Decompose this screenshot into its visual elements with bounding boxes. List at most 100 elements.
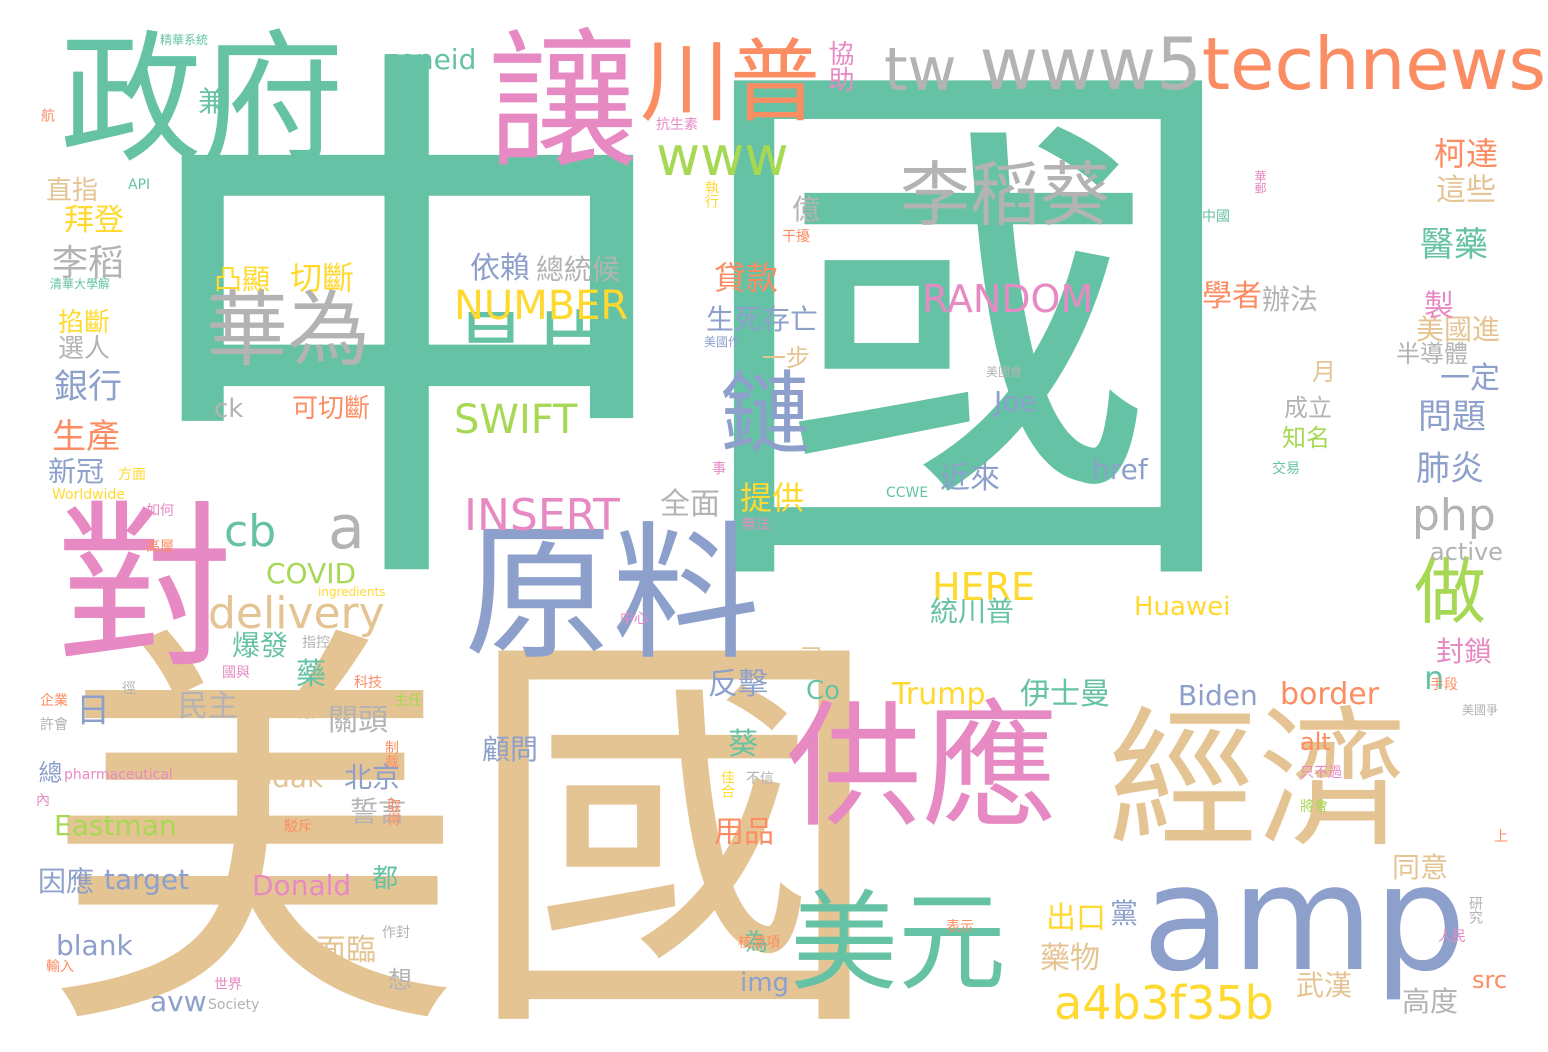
word-96: 半導體 bbox=[1396, 340, 1468, 368]
word-144: 駁斥 bbox=[284, 819, 312, 835]
word-40: 拜登 bbox=[64, 203, 124, 238]
word-78: 北京 bbox=[344, 761, 401, 794]
word-106: 想 bbox=[388, 966, 412, 994]
word-16: 晶片 bbox=[450, 303, 615, 398]
word-72-avw: avw bbox=[150, 985, 207, 1018]
word-81: 用品 bbox=[714, 815, 774, 850]
word-84: 藥物 bbox=[1040, 941, 1100, 976]
word-8: 對 bbox=[56, 485, 234, 692]
word-5-tw: tw bbox=[884, 35, 957, 105]
word-95: 一步 bbox=[762, 344, 810, 372]
word-155: 手段 bbox=[1430, 677, 1458, 693]
word-149: 企業 bbox=[40, 693, 68, 709]
word-87: 同意 bbox=[1392, 851, 1449, 884]
word-135: 干擾 bbox=[782, 229, 810, 245]
word-123: 精華系統 bbox=[160, 33, 209, 47]
word-91: 選人 bbox=[58, 334, 111, 364]
word-31-zoneid: zoneid bbox=[384, 43, 477, 76]
word-10: 供應 bbox=[786, 689, 1058, 847]
word-62: 反擊 bbox=[708, 667, 768, 702]
word-152: 高層 bbox=[146, 539, 174, 555]
word-115-api: API bbox=[128, 177, 151, 193]
word-11: 經濟 bbox=[1108, 694, 1409, 868]
word-137: 將會 bbox=[1300, 799, 1328, 815]
word-24-cb: cb bbox=[224, 506, 277, 557]
word-28-random: RANDOM bbox=[922, 277, 1094, 321]
word-139: 只不過 bbox=[1300, 765, 1342, 781]
word-140: 佳合 bbox=[719, 770, 735, 798]
word-42: 生產 bbox=[52, 417, 120, 457]
word-163: 輸入 bbox=[46, 959, 74, 975]
word-150: 許會 bbox=[40, 717, 68, 733]
word-44: 柯達 bbox=[1434, 135, 1499, 173]
word-41: 銀行 bbox=[54, 367, 122, 407]
word-143: 制裁 bbox=[383, 740, 399, 768]
word-55: 統川普 bbox=[930, 595, 1015, 628]
word-37: 貸款 bbox=[714, 259, 779, 297]
word-53-n: n bbox=[1424, 659, 1445, 697]
word-35: 凸顯 bbox=[214, 263, 271, 296]
word-33: 總統候 bbox=[536, 253, 621, 286]
word-142: 科技 bbox=[354, 675, 382, 691]
word-46: 醫藥 bbox=[1420, 225, 1488, 265]
word-121-for: for bbox=[298, 707, 318, 723]
word-68-eastman: Eastman bbox=[54, 809, 177, 842]
word-79: 誓言 bbox=[350, 795, 407, 828]
word-22-delivery: delivery bbox=[208, 588, 385, 639]
word-104: 為 bbox=[744, 928, 768, 956]
word-25-a4b3f35b: a4b3f35b bbox=[1054, 976, 1274, 1030]
word-59-biden: Biden bbox=[1178, 679, 1258, 712]
word-64-href: href bbox=[1092, 453, 1148, 486]
word-18-www: www bbox=[656, 125, 789, 188]
word-151: 如何 bbox=[146, 503, 174, 519]
word-89: 可切斷 bbox=[292, 394, 371, 424]
word-27: 做 bbox=[1414, 550, 1487, 634]
word-82: 面臨 bbox=[316, 933, 376, 968]
word-105: 黨 bbox=[1110, 897, 1139, 930]
word-54: 全面 bbox=[660, 487, 720, 522]
word-63: 近來 bbox=[940, 461, 1000, 496]
word-132: 世界 bbox=[214, 977, 242, 993]
word-156: 美國爭 bbox=[1462, 703, 1499, 717]
word-127: 美國會 bbox=[986, 365, 1023, 379]
word-114: 掐斷 bbox=[58, 308, 111, 338]
word-116-worldwide: Worldwide bbox=[52, 487, 125, 503]
word-136: 交易 bbox=[1272, 461, 1300, 477]
word-74-src: src bbox=[1472, 966, 1508, 994]
word-32: 依賴 bbox=[470, 251, 530, 286]
word-157: 上 bbox=[1494, 829, 1508, 845]
word-77: 關頭 bbox=[328, 703, 388, 738]
word-23-a: a bbox=[328, 493, 365, 563]
word-158: 內 bbox=[36, 793, 50, 809]
word-112: 月 bbox=[1312, 358, 1336, 386]
word-29-here: HERE bbox=[932, 565, 1035, 609]
word-7-technews: technews bbox=[1201, 22, 1546, 106]
word-80: 顧問 bbox=[482, 733, 539, 766]
word-122: 抗生素 bbox=[656, 117, 698, 133]
word-107: 製 bbox=[1424, 289, 1454, 324]
word-93: 成立 bbox=[1284, 394, 1332, 422]
word-49: 美國進 bbox=[1416, 313, 1501, 346]
word-161: 國與 bbox=[222, 665, 250, 681]
word-3: 讓 bbox=[488, 16, 639, 190]
word-26-php: php bbox=[1412, 490, 1496, 541]
word-153: 方面 bbox=[118, 467, 146, 483]
word-69-donald: Donald bbox=[252, 869, 352, 902]
word-113: 總 bbox=[34, 760, 62, 784]
word-118-society: Society bbox=[208, 997, 260, 1013]
word-133: 作封 bbox=[382, 925, 410, 941]
word-34: 切斷 bbox=[290, 259, 355, 297]
word-108: 一定 bbox=[1440, 361, 1500, 396]
word-83: 出口 bbox=[1046, 901, 1106, 936]
word-19-number: NUMBER bbox=[454, 283, 629, 329]
word-52: 封鎖 bbox=[1436, 635, 1493, 668]
word-134: 指控 bbox=[302, 635, 330, 651]
word-120-ccwe: CCWE bbox=[886, 485, 929, 501]
word-0: 中國 bbox=[128, 6, 1248, 658]
word-17: 鏈 bbox=[720, 362, 810, 467]
word-148: 研究 bbox=[1467, 896, 1483, 924]
word-39: 李稻 bbox=[52, 243, 125, 284]
word-70-target: target bbox=[104, 863, 190, 896]
word-86: 高度 bbox=[1402, 985, 1459, 1018]
